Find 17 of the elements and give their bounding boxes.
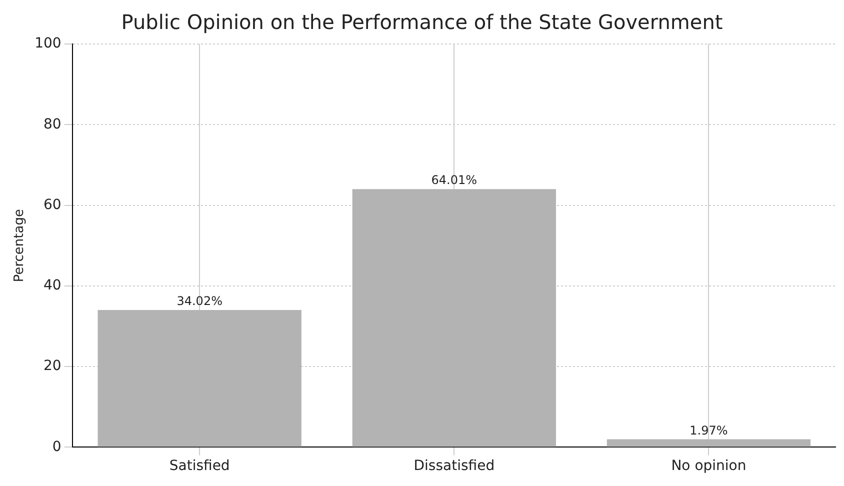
y-tick-label: 20	[43, 358, 62, 374]
x-tick-label: No opinion	[671, 458, 746, 474]
x-tick-label: Dissatisfied	[414, 458, 495, 474]
chart-title: Public Opinion on the Performance of the State Government	[121, 10, 723, 34]
data-label: 1.97%	[690, 423, 728, 438]
y-tick-label: 60	[43, 196, 62, 213]
bar	[352, 189, 556, 447]
y-tick-label: 0	[52, 438, 62, 455]
y-axis-title: Percentage	[12, 209, 28, 282]
data-label: 64.01%	[431, 173, 478, 188]
bar	[98, 310, 302, 447]
bar	[606, 439, 811, 447]
data-label: 34.02%	[176, 294, 222, 308]
y-tick-label: 80	[43, 116, 62, 132]
y-tick-label: 40	[43, 278, 62, 294]
y-tick-label: 100	[34, 36, 62, 52]
x-tick-label: Satisfied	[169, 458, 230, 474]
